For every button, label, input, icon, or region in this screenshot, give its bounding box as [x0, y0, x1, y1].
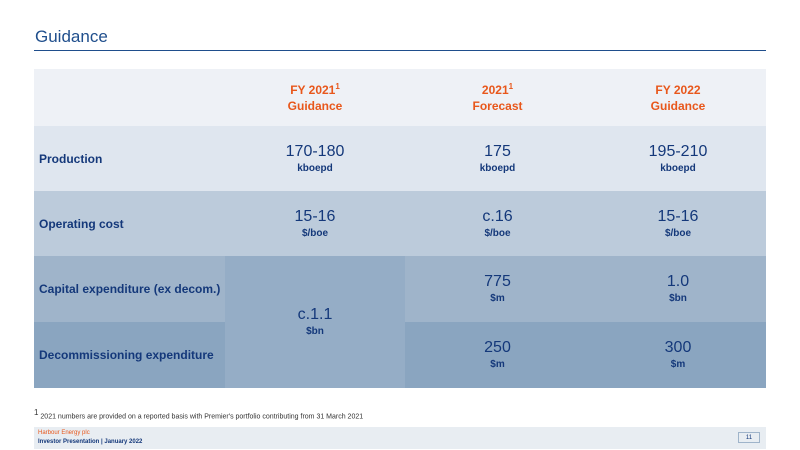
capex-forecast: 775 $m	[405, 256, 590, 322]
presentation-name: Investor Presentation | January 2022	[38, 439, 143, 445]
production-forecast: 175 kboepd	[405, 126, 590, 191]
company-name: Harbour Energy plc	[38, 430, 90, 436]
guidance-table: FY 20211 Guidance 20211 Forecast FY 2022 Gu…	[34, 69, 766, 388]
capex-fy2022: 1.0 $bn	[590, 256, 766, 322]
header-blank-cell	[34, 69, 225, 126]
production-fy2022: 195-210 kboepd	[590, 126, 766, 191]
page-title: Guidance	[35, 27, 108, 46]
capex-decom-fy2021-merged: c.1.1 $bn	[225, 256, 405, 388]
row-label-operating-cost: Operating cost	[34, 191, 225, 256]
row-label-production: Production	[34, 126, 225, 191]
footer-bar: Harbour Energy plc Investor Presentation…	[34, 427, 766, 449]
footnote: 1 2021 numbers are provided on a reporte…	[34, 408, 364, 421]
opcost-fy2022: 15-16 $/boe	[590, 191, 766, 256]
production-fy2021: 170-180 kboepd	[225, 126, 405, 191]
row-label-decommissioning: Decommissioning expenditure	[34, 322, 225, 388]
row-label-capex: Capital expenditure (ex decom.)	[34, 256, 225, 322]
header-fy2022-guidance: FY 2022 Guidance	[590, 69, 766, 126]
opcost-forecast: c.16 $/boe	[405, 191, 590, 256]
header-2021-forecast: 20211 Forecast	[405, 69, 590, 126]
title-divider	[34, 50, 766, 51]
decom-forecast: 250 $m	[405, 322, 590, 388]
page-number: 11	[738, 432, 760, 443]
opcost-fy2021: 15-16 $/boe	[225, 191, 405, 256]
decom-fy2022: 300 $m	[590, 322, 766, 388]
header-fy2021-guidance: FY 20211 Guidance	[225, 69, 405, 126]
